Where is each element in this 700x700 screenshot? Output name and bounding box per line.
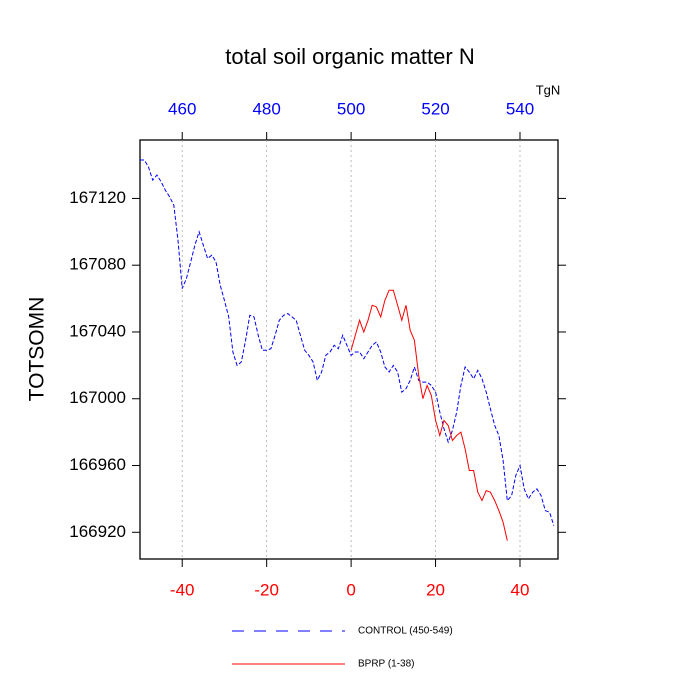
y-tick-label: 166920 [69,522,126,541]
x2-tick-label: 520 [421,99,449,118]
legend-label: BPRP (1-38) [358,659,415,670]
y-tick-label: 167000 [69,388,126,407]
x-tick-label: 20 [426,580,445,599]
x2-axis-label: TgN [536,82,561,97]
y-tick-label: 167080 [69,255,126,274]
x2-tick-label: 540 [506,99,534,118]
x-tick-label: 0 [346,580,355,599]
x2-tick-label: 480 [252,99,280,118]
x-tick-label: -40 [170,580,195,599]
x-tick-label: -20 [254,580,279,599]
y-tick-label: 166960 [69,455,126,474]
legend-label: CONTROL (450-549) [358,626,453,637]
chart-title: total soil organic matter N [225,44,474,69]
x2-tick-label: 500 [337,99,365,118]
y-tick-label: 167120 [69,188,126,207]
y-axis-label: TOTSOMN [26,297,49,402]
y-tick-label: 167040 [69,321,126,340]
data-line [350,289,508,541]
data-line [140,159,555,526]
plot-frame [139,139,559,560]
x-tick-label: 40 [511,580,530,599]
x2-tick-label: 460 [168,99,196,118]
